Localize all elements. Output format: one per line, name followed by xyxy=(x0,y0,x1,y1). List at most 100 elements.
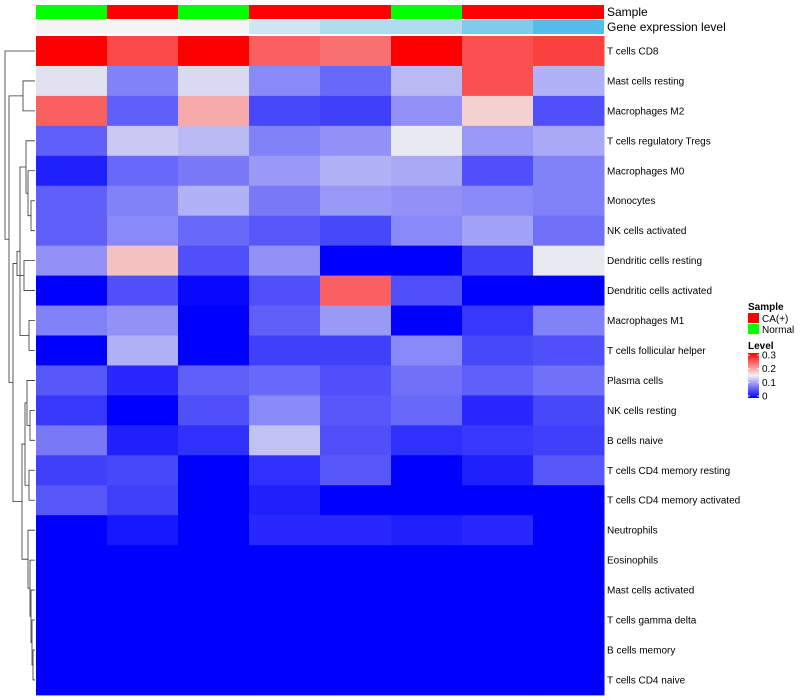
heatmap-cell xyxy=(533,365,605,396)
heatmap-cell xyxy=(249,575,321,606)
heatmap-cell xyxy=(249,95,321,127)
heatmap-cell xyxy=(249,245,321,277)
heatmap-cell xyxy=(107,155,179,187)
heatmap-cell xyxy=(107,455,179,486)
expression-level-annotation-cell xyxy=(320,20,391,34)
heatmap-cell xyxy=(249,365,321,396)
expression-level-annotation-cell xyxy=(107,20,178,34)
heatmap-cell xyxy=(249,395,321,426)
heatmap-cell xyxy=(107,305,179,336)
heatmap-cell xyxy=(249,545,321,576)
heatmap-cell xyxy=(391,275,463,307)
heatmap-cell xyxy=(462,95,534,127)
row-label: T cells CD4 naive xyxy=(607,675,686,686)
dendrogram-branch xyxy=(25,140,35,194)
heatmap-cell xyxy=(533,335,605,366)
heatmap-cell xyxy=(391,305,463,336)
heatmap-cell xyxy=(178,185,250,217)
heatmap-cell xyxy=(178,664,250,696)
legend-sample-label: Normal xyxy=(762,325,794,336)
heatmap-cell xyxy=(391,605,463,636)
heatmap-cell xyxy=(178,65,250,97)
heatmap-cell xyxy=(533,305,605,336)
heatmap-cell xyxy=(178,36,250,67)
heatmap-cell xyxy=(462,605,534,636)
heatmap-cell xyxy=(249,155,321,187)
dendrogram-branch xyxy=(23,260,35,291)
legend-sample-swatch xyxy=(748,313,759,323)
heatmap-cell xyxy=(249,335,321,366)
heatmap-cell xyxy=(391,155,463,187)
heatmap-cell xyxy=(320,335,392,366)
row-label: Monocytes xyxy=(607,196,655,207)
row-dendrogram xyxy=(4,50,35,681)
heatmap-cell xyxy=(107,65,179,97)
heatmap-cell xyxy=(320,485,392,516)
heatmap-cell xyxy=(36,275,108,307)
heatmap-cell xyxy=(36,635,108,666)
heatmap-cell xyxy=(178,275,250,307)
dendrogram-branch xyxy=(22,80,35,112)
heatmap-cell xyxy=(107,395,179,426)
heatmap-cell xyxy=(462,185,534,217)
row-label: Macrophages M1 xyxy=(607,316,685,327)
heatmap-cell xyxy=(462,65,534,97)
heatmap-cell xyxy=(107,125,179,157)
heatmap-cell xyxy=(36,365,108,396)
heatmap-cell xyxy=(391,335,463,366)
row-label: T cells CD4 memory activated xyxy=(607,496,740,507)
heatmap-cell xyxy=(320,635,392,666)
heatmap-cell xyxy=(320,455,392,486)
heatmap-cell xyxy=(36,515,108,546)
heatmap-cell xyxy=(462,545,534,576)
heatmap-cell xyxy=(107,545,179,576)
heatmap-cell xyxy=(391,95,463,127)
heatmap-cell xyxy=(107,664,179,696)
heatmap-cell xyxy=(320,365,392,396)
heatmap-cell xyxy=(391,36,463,67)
legend-sample-swatch xyxy=(748,324,759,334)
heatmap-cell xyxy=(36,605,108,636)
expression-level-annotation-cell xyxy=(533,20,604,34)
sample-annotation-cell xyxy=(249,5,320,19)
heatmap-cell xyxy=(391,425,463,456)
heatmap-cell xyxy=(462,155,534,187)
heatmap-cell xyxy=(36,36,108,67)
heatmap-cell xyxy=(107,335,179,366)
heatmap-cell xyxy=(533,36,605,67)
row-label: Mast cells activated xyxy=(607,586,694,597)
heatmap-cell xyxy=(320,185,392,217)
heatmap-cell xyxy=(107,605,179,636)
row-label: T cells follicular helper xyxy=(607,346,706,357)
sample-annotation-cell xyxy=(107,5,178,19)
heatmap-cell xyxy=(462,664,534,696)
heatmap-cell xyxy=(249,425,321,456)
heatmap-cell xyxy=(178,215,250,247)
legend-level-tick-label: 0 xyxy=(762,392,768,403)
heatmap-cell xyxy=(107,635,179,666)
heatmap-cell xyxy=(36,575,108,606)
heatmap-cell xyxy=(391,664,463,696)
heatmap-cell xyxy=(462,425,534,456)
heatmap-cell xyxy=(178,545,250,576)
heatmap-cell xyxy=(249,635,321,666)
heatmap-cell xyxy=(178,365,250,396)
heatmap-cell xyxy=(178,455,250,486)
heatmap-cell xyxy=(36,335,108,366)
row-label: Neutrophils xyxy=(607,526,658,537)
sample-annotation-cell xyxy=(320,5,391,19)
heatmap-cell xyxy=(462,515,534,546)
legend-level-tick-label: 0.2 xyxy=(762,364,776,375)
row-label: B cells naive xyxy=(607,436,664,447)
heatmap-cell xyxy=(391,515,463,546)
heatmap-cell xyxy=(249,65,321,97)
heatmap-cell xyxy=(320,664,392,696)
heatmap-cell xyxy=(533,664,605,696)
heatmap-cell xyxy=(178,95,250,127)
heatmap-cell xyxy=(107,425,179,456)
heatmap-cell xyxy=(249,664,321,696)
heatmap-cell xyxy=(178,635,250,666)
heatmap-cell xyxy=(320,575,392,606)
